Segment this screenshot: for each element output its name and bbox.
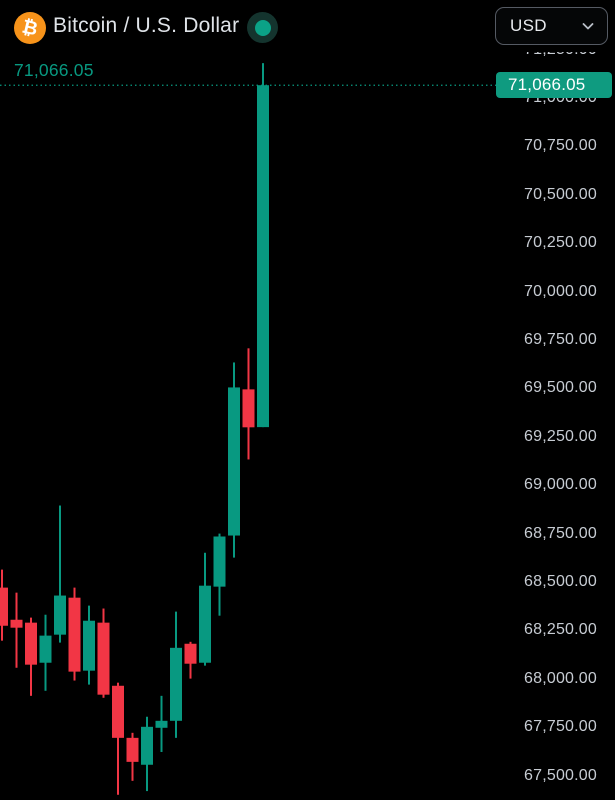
price-tick-label: 67,500.00 xyxy=(524,766,597,784)
candle-body xyxy=(68,597,81,672)
price-scale[interactable]: 71,250.0071,000.0070,750.0070,500.0070,2… xyxy=(495,0,615,800)
market-open-indicator xyxy=(247,12,278,43)
price-tick-label: 69,500.00 xyxy=(524,379,597,397)
candle xyxy=(10,592,23,668)
price-tick-label: 70,000.00 xyxy=(524,282,597,300)
candle xyxy=(170,611,182,738)
price-tick-label: 68,500.00 xyxy=(524,573,597,590)
price-tick-label: 70,250.00 xyxy=(524,234,597,252)
candle-body xyxy=(141,726,153,765)
candle xyxy=(83,605,95,685)
price-tick-label: 68,750.00 xyxy=(524,524,597,542)
candle-body xyxy=(170,647,182,721)
price-tick-label: 68,250.00 xyxy=(524,621,597,639)
price-tick-label: 70,500.00 xyxy=(524,185,597,203)
candle-body xyxy=(184,643,197,664)
candle xyxy=(199,552,211,666)
candle-body xyxy=(242,389,255,428)
candle-body xyxy=(155,720,168,728)
candle xyxy=(242,348,255,460)
price-tick-label: 69,750.00 xyxy=(524,331,597,348)
candle xyxy=(184,641,197,679)
currency-select-value: USD xyxy=(510,16,547,35)
candle-body xyxy=(97,622,110,695)
candle-body xyxy=(228,387,240,536)
candle xyxy=(54,505,66,643)
bitcoin-logo-icon: ₿ xyxy=(14,12,46,44)
current-price-label: 71,066.05 xyxy=(14,60,94,80)
candle xyxy=(0,569,8,641)
bitcoin-glyph: ₿ xyxy=(20,15,41,40)
candle xyxy=(25,617,37,696)
candle-body xyxy=(83,620,95,671)
candle-body xyxy=(39,635,52,663)
last-price-badge: 71,066.05 xyxy=(496,72,612,99)
candle xyxy=(257,63,269,428)
candle-body xyxy=(54,595,66,635)
candle-wick xyxy=(15,592,18,668)
candle-wick xyxy=(117,682,119,795)
symbol-title: Bitcoin / U.S. Dollar xyxy=(53,14,240,37)
candle xyxy=(97,608,110,698)
price-tick-label: 70,750.00 xyxy=(524,137,597,155)
candle xyxy=(112,682,124,795)
candle xyxy=(141,716,153,792)
candle xyxy=(126,732,139,781)
price-tick-label: 69,250.00 xyxy=(524,427,597,445)
candle-body xyxy=(213,536,226,587)
price-tick-label: 67,750.00 xyxy=(524,718,597,736)
price-tick-label: 69,000.00 xyxy=(524,476,597,494)
candle-wick xyxy=(59,505,61,643)
candle-body xyxy=(25,622,37,665)
candle-body xyxy=(112,685,124,738)
candle-body xyxy=(257,85,269,428)
candle xyxy=(68,587,81,681)
market-open-dot-icon xyxy=(254,19,271,36)
chart-header: ₿ Bitcoin / U.S. Dollar USD xyxy=(0,0,615,52)
candle-body xyxy=(199,585,211,663)
candle-body xyxy=(10,619,23,628)
candle xyxy=(228,362,240,558)
currency-select[interactable]: USD xyxy=(495,7,608,45)
candle-body xyxy=(0,587,8,626)
chevron-down-icon xyxy=(582,22,594,29)
candle xyxy=(155,695,168,752)
price-tick-label: 68,000.00 xyxy=(524,669,597,687)
candle xyxy=(213,533,226,616)
candle xyxy=(39,614,52,691)
candle-body xyxy=(126,737,139,762)
